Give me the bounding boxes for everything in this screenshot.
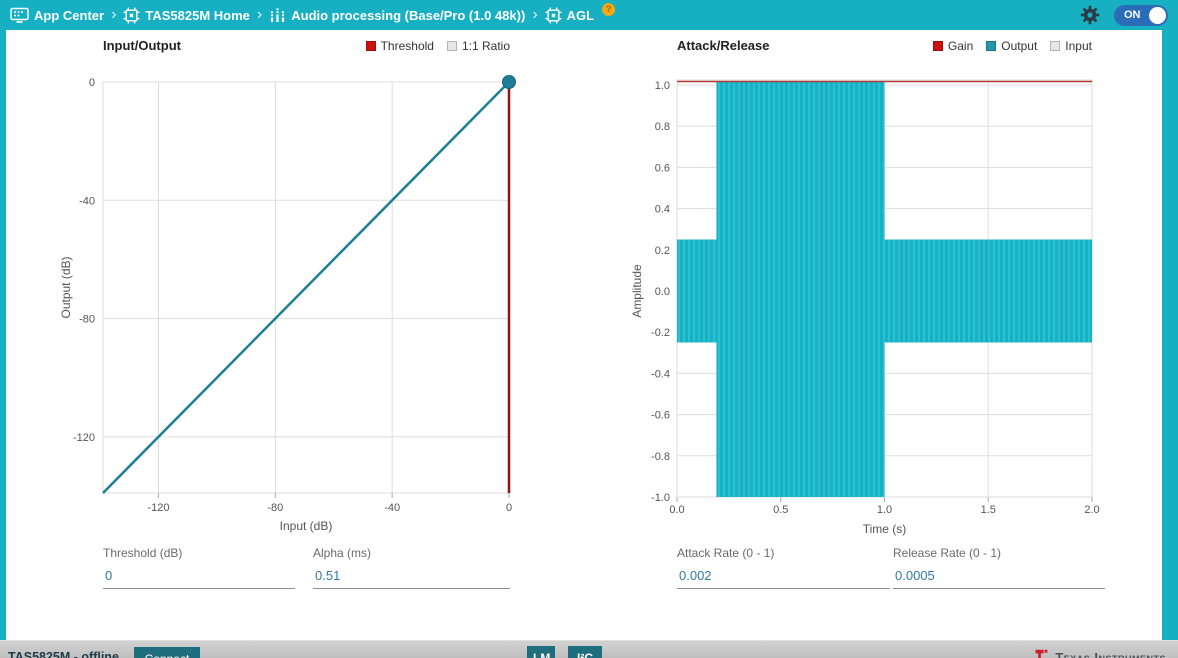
svg-text:-80: -80: [79, 314, 95, 326]
breadcrumb-label: AGL: [566, 7, 595, 23]
threshold-label: Threshold (dB): [103, 546, 183, 560]
legend-item-output[interactable]: Output: [986, 39, 1037, 53]
top-bar: App Center › TAS5825M Home ›: [0, 0, 1178, 30]
breadcrumb-label: App Center: [34, 7, 105, 23]
legend-swatch-threshold: [365, 41, 376, 51]
chip-icon: [123, 7, 140, 23]
io-chart-title: Input/Output: [103, 38, 181, 53]
svg-text:-0.2: -0.2: [651, 327, 670, 339]
breadcrumb-item-audio-processing[interactable]: Audio processing (Base/Pro (1.0 48k)): [269, 7, 525, 23]
device-status: TAS5825M - offline: [8, 650, 119, 658]
legend-swatch-gain: [932, 41, 943, 51]
breadcrumb-label: Audio processing (Base/Pro (1.0 48k)): [291, 7, 526, 23]
release-rate-input[interactable]: [893, 566, 1105, 589]
svg-text:0.4: 0.4: [655, 204, 670, 216]
svg-text:Time (s): Time (s): [863, 522, 907, 536]
connect-button[interactable]: Connect: [134, 647, 200, 658]
svg-text:-80: -80: [267, 502, 283, 514]
attack-rate-label: Attack Rate (0 - 1): [677, 546, 775, 560]
breadcrumb-separator: ›: [111, 6, 117, 23]
breadcrumb-separator: ›: [532, 6, 538, 23]
legend-swatch-input: [1050, 41, 1061, 51]
alpha-label: Alpha (ms): [313, 546, 372, 560]
svg-text:0.0: 0.0: [669, 504, 684, 516]
io-chart[interactable]: -120 -80 -40 0 0 -40 -80 -120 Input (dB) Output (…: [6, 30, 590, 540]
legend-label: Threshold: [380, 39, 434, 53]
svg-text:-120: -120: [73, 432, 95, 444]
svg-text:-0.8: -0.8: [651, 451, 670, 463]
release-rate-field-group: Release Rate (0 - 1): [893, 546, 1105, 589]
toggle-knob[interactable]: [1149, 6, 1166, 24]
svg-text:1.5: 1.5: [981, 504, 996, 516]
ti-logo: Texas Instruments: [1031, 648, 1166, 658]
svg-text:0.6: 0.6: [655, 162, 670, 174]
attack-rate-field-group: Attack Rate (0 - 1): [677, 546, 890, 589]
app-center-icon: [10, 7, 29, 23]
legend-swatch-ratio: [446, 41, 457, 51]
chip-icon: [545, 7, 562, 23]
settings-button[interactable]: [1080, 5, 1100, 25]
legend-item-ratio[interactable]: 1:1 Ratio: [446, 39, 510, 53]
toggle-on-label: ON: [1124, 9, 1141, 21]
legend-label: Gain: [947, 39, 974, 53]
ar-legend: Gain Output Input: [932, 39, 1092, 53]
ar-chart-title: Attack/Release: [677, 38, 770, 53]
svg-text:-0.4: -0.4: [651, 368, 670, 380]
breadcrumb-separator: ›: [256, 6, 263, 23]
breadcrumb-label: TAS5825M Home: [145, 7, 250, 23]
svg-text:2.0: 2.0: [1084, 504, 1099, 516]
io-legend: Threshold 1:1 Ratio: [365, 39, 510, 53]
svg-text:Output (dB): Output (dB): [59, 256, 73, 318]
breadcrumb-item-device-home[interactable]: TAS5825M Home: [123, 7, 250, 24]
svg-text:-40: -40: [79, 195, 95, 207]
svg-text:-1.0: -1.0: [651, 492, 670, 504]
threshold-input[interactable]: [103, 566, 295, 589]
svg-text:-40: -40: [384, 502, 400, 514]
lm-button[interactable]: LM: [527, 646, 555, 658]
svg-text:0.5: 0.5: [773, 504, 788, 516]
status-bar: TAS5825M - offline Connect LM I²C Texas …: [0, 640, 1178, 658]
svg-text:0: 0: [89, 77, 95, 89]
alpha-input[interactable]: [313, 566, 510, 589]
gear-icon: [1080, 5, 1100, 25]
svg-text:0.2: 0.2: [655, 245, 670, 257]
legend-item-input[interactable]: Input: [1050, 39, 1092, 53]
svg-text:1.0: 1.0: [877, 504, 892, 516]
equalizer-icon: [271, 8, 285, 22]
legend-swatch-output: [986, 41, 997, 51]
svg-text:-120: -120: [147, 502, 169, 514]
ar-chart[interactable]: 0.0 0.5 1.0 1.5 2.0 1.0 0.8 0.6 0.4 0.2 0.0 -0.2 -0.…: [590, 30, 1162, 540]
legend-item-gain[interactable]: Gain: [932, 39, 974, 53]
alpha-field-group: Alpha (ms): [313, 546, 510, 589]
breadcrumb-item-agl[interactable]: AGL ?: [545, 2, 616, 24]
legend-label: Input: [1065, 39, 1092, 53]
i2c-button[interactable]: I²C: [568, 646, 602, 658]
ti-bug-icon: [1035, 649, 1048, 658]
svg-text:Amplitude: Amplitude: [630, 264, 644, 318]
attack-rate-input[interactable]: [677, 566, 890, 589]
svg-text:0.0: 0.0: [655, 286, 670, 298]
legend-label: Output: [1001, 39, 1038, 53]
help-badge[interactable]: ?: [602, 2, 616, 16]
breadcrumb-item-app-center[interactable]: App Center: [10, 7, 104, 24]
legend-label: 1:1 Ratio: [461, 39, 510, 53]
power-toggle[interactable]: ON: [1114, 4, 1168, 26]
threshold-field-group: Threshold (dB): [103, 546, 295, 589]
svg-text:-0.6: -0.6: [651, 410, 670, 422]
svg-text:0: 0: [506, 502, 512, 514]
svg-text:Input (dB): Input (dB): [280, 519, 333, 533]
svg-text:1.0: 1.0: [655, 80, 670, 92]
ti-brand-text: Texas Instruments: [1055, 649, 1166, 658]
svg-text:0.8: 0.8: [655, 121, 670, 133]
release-rate-label: Release Rate (0 - 1): [893, 546, 1002, 560]
legend-item-threshold[interactable]: Threshold: [365, 39, 434, 53]
